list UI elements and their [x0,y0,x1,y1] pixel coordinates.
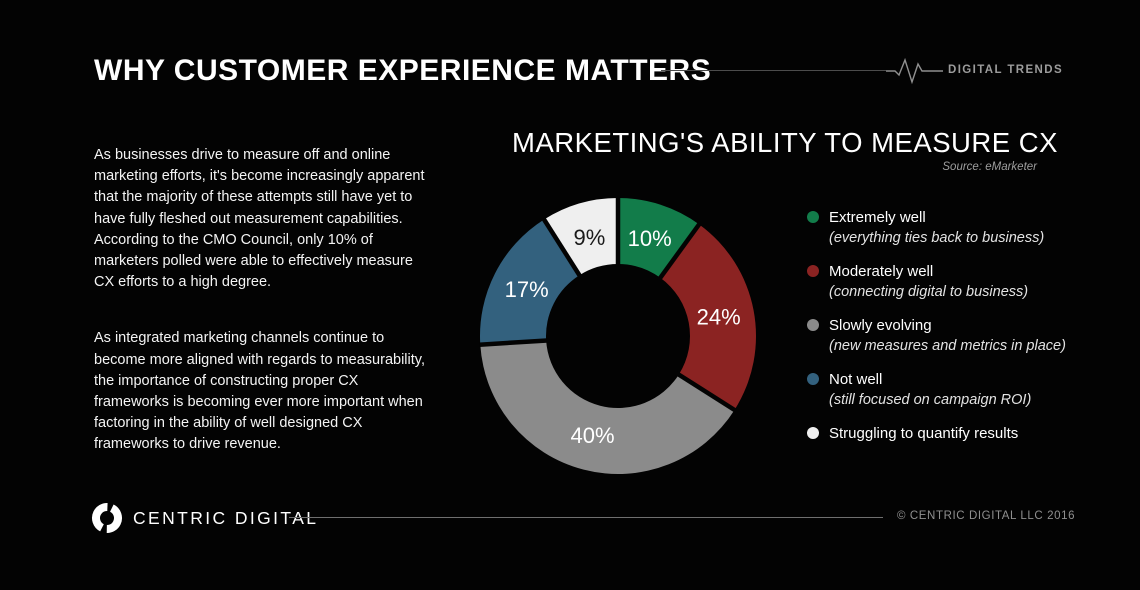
footer-divider-line [289,517,883,518]
legend-item-not-well: Not well (still focused on campaign ROI) [807,369,1066,411]
donut-segment-gap [656,222,702,282]
legend-sublabel: (connecting digital to business) [829,284,1029,300]
intro-paragraph-2: As integrated marketing channels continu… [94,330,425,453]
legend-label: Struggling to quantify results [829,425,1019,442]
donut-segment-2 [660,224,756,410]
donut-chart: 10% 24% 40% 17% 9% [479,197,756,474]
donut-label-2: 24% [697,304,741,329]
legend-label: Moderately well [829,263,934,280]
legend-item-struggling: Struggling to quantify results [807,423,1066,444]
legend-sublabel: (still focused on campaign ROI) [829,392,1032,408]
legend-label: Slowly evolving [829,317,932,334]
legend-dot-blue [807,373,819,385]
legend-dot-green [807,211,819,223]
legend-item-extremely-well: Extremely well (everything ties back to … [807,207,1066,249]
chart-title: MARKETING'S ABILITY TO MEASURE CX [512,127,1058,158]
page-title: WHY CUSTOMER EXPERIENCE MATTERS [94,54,712,87]
header-divider-line [661,70,886,71]
heartbeat-pulse-icon [886,57,943,85]
chart-legend: Extremely well (everything ties back to … [807,207,1066,456]
donut-label-1: 10% [628,226,672,251]
donut-segment-gap [479,338,550,347]
donut-label-3: 40% [570,423,614,448]
legend-label: Not well [829,371,883,388]
donut-segment-gap [541,217,583,279]
legend-sublabel: (new measures and metrics in place) [829,338,1066,354]
donut-label-4: 17% [505,277,549,302]
digital-trends-label: DIGITAL TRENDS [948,64,1064,76]
donut-segment-4 [480,219,580,345]
legend-text: Slowly evolving (new measures and metric… [829,315,1066,357]
legend-item-moderately-well: Moderately well (connecting digital to b… [807,261,1066,303]
legend-text: Extremely well (everything ties back to … [829,207,1044,249]
intro-paragraph-1: As businesses drive to measure off and o… [94,147,425,291]
legend-sublabel: (everything ties back to business) [829,230,1045,246]
donut-segment-gap [675,371,737,413]
chart-source: Source: eMarketer [942,161,1037,173]
footer-brand: CENTRIC DIGITAL [133,508,319,528]
legend-dot-red [807,265,819,277]
legend-text: Not well (still focused on campaign ROI) [829,369,1031,411]
legend-text: Struggling to quantify results [829,423,1018,444]
donut-segment-5 [544,198,618,276]
legend-dot-gray [807,319,819,331]
donut-segment-3 [480,340,735,474]
centric-digital-ring-icon [92,503,122,533]
donut-label-5: 9% [574,225,606,250]
intro-text-block: As businesses drive to measure off and o… [94,145,432,456]
donut-segment-1 [618,198,700,278]
footer-copyright: © CENTRIC DIGITAL LLC 2016 [897,510,1076,522]
legend-dot-white [807,427,819,439]
legend-label: Extremely well [829,209,926,226]
legend-text: Moderately well (connecting digital to b… [829,261,1028,303]
legend-item-slowly-evolving: Slowly evolving (new measures and metric… [807,315,1066,357]
